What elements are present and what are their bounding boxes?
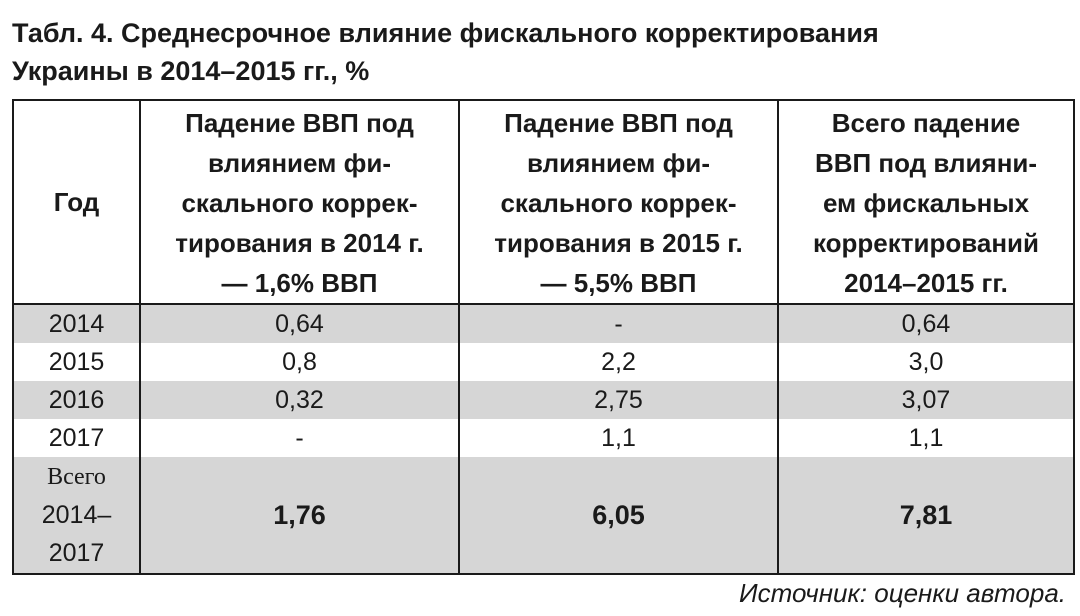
year-cell: 2016 — [12, 381, 141, 419]
total-label-line: Всего — [47, 464, 106, 490]
table-row: 2017 - 1,1 1,1 — [12, 419, 1075, 457]
total-value-cell: 7,81 — [777, 457, 1075, 575]
header-line: 2014–2015 гг. — [844, 268, 1008, 298]
header-row: Год Падение ВВП под влиянием фи- скально… — [12, 99, 1075, 305]
value-cell: 1,1 — [458, 419, 779, 457]
year-cell: 2015 — [12, 343, 141, 381]
value-cell: 1,1 — [777, 419, 1075, 457]
value-cell: 0,64 — [139, 304, 460, 343]
header-year: Год — [12, 99, 141, 305]
header-line: — 5,5% ВВП — [540, 268, 697, 298]
table-title: Табл. 4. Среднесрочное влияние фискально… — [12, 14, 1072, 90]
header-line: ем фискальных — [822, 188, 1030, 218]
header-line: влиянием фи- — [527, 148, 710, 178]
table-row: 2016 0,32 2,75 3,07 — [12, 381, 1075, 419]
total-label-line: 2017 — [48, 539, 105, 567]
total-value-cell: 1,76 — [139, 457, 460, 575]
header-total-decline: Всего падение ВВП под влияни- ем фискаль… — [777, 99, 1075, 305]
value-cell: - — [458, 304, 779, 343]
value-cell: 2,2 — [458, 343, 779, 381]
table-row: 2014 0,64 - 0,64 — [12, 304, 1075, 343]
fiscal-impact-table: Год Падение ВВП под влиянием фи- скально… — [12, 99, 1075, 575]
header-line: скального коррек- — [500, 188, 737, 218]
total-value-cell: 6,05 — [458, 457, 779, 575]
header-year-text: Год — [53, 187, 100, 217]
value-cell: 2,75 — [458, 381, 779, 419]
year-cell: 2014 — [12, 304, 141, 343]
header-line: Падение ВВП под — [185, 108, 414, 138]
value-cell: 3,07 — [777, 381, 1075, 419]
total-row: Всего 2014– 2017 1,76 6,05 7,81 — [12, 457, 1075, 575]
header-2014-correction: Падение ВВП под влиянием фи- скального к… — [139, 99, 460, 305]
value-cell: 0,64 — [777, 304, 1075, 343]
table-row: 2015 0,8 2,2 3,0 — [12, 343, 1075, 381]
value-cell: 0,32 — [139, 381, 460, 419]
total-label-line: 2014– — [41, 501, 112, 529]
header-line: влиянием фи- — [208, 148, 391, 178]
table-title-line-2: Украины в 2014–2015 гг., % — [12, 56, 370, 86]
source-note: Источник: оценки автора. — [739, 578, 1066, 608]
header-line: тирования в 2014 г. — [175, 228, 424, 258]
header-line: — 1,6% ВВП — [221, 268, 378, 298]
value-cell: 0,8 — [139, 343, 460, 381]
year-cell: 2017 — [12, 419, 141, 457]
header-line: Падение ВВП под — [504, 108, 733, 138]
header-line: Всего падение — [831, 108, 1021, 138]
header-line: скального коррек- — [181, 188, 418, 218]
value-cell: - — [139, 419, 460, 457]
header-line: корректирований — [812, 228, 1040, 258]
header-line: ВВП под влияни- — [814, 148, 1038, 178]
header-2015-correction: Падение ВВП под влиянием фи- скального к… — [458, 99, 779, 305]
table-title-line-1: Табл. 4. Среднесрочное влияние фискально… — [12, 18, 879, 48]
header-line: тирования в 2015 г. — [494, 228, 743, 258]
value-cell: 3,0 — [777, 343, 1075, 381]
total-label-cell: Всего 2014– 2017 — [12, 457, 141, 575]
